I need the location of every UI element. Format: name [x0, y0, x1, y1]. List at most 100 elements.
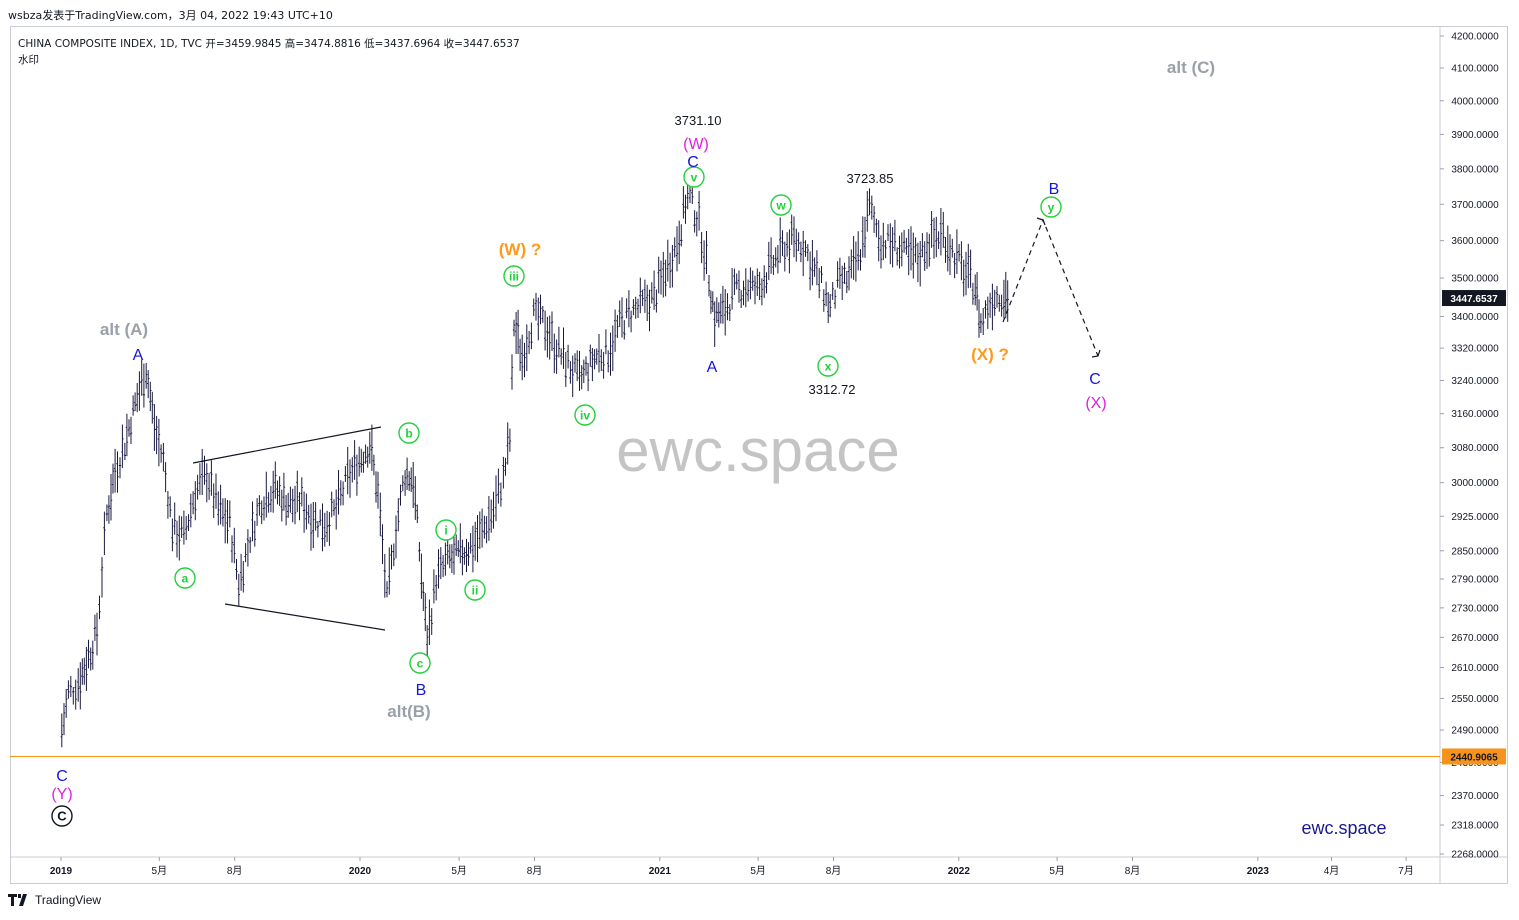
projection-path — [1002, 218, 1099, 357]
triangle-lower-line — [224, 603, 386, 631]
price-value-label: 3312.72 — [809, 382, 856, 397]
wave-label: w — [775, 199, 786, 213]
watermark-label: 水印 — [18, 54, 39, 66]
wave-label: alt (C) — [1167, 58, 1215, 77]
wave-label: v — [691, 171, 698, 185]
price-tick-label: 2730.0000 — [1451, 603, 1499, 614]
wave-label-circle — [817, 355, 839, 377]
time-tick-label: 2019 — [50, 866, 73, 877]
price-tick-label: 3700.0000 — [1451, 200, 1499, 211]
wave-label-circle — [464, 579, 486, 601]
price-tick-label: 3160.0000 — [1451, 409, 1499, 420]
support-price-tag: 2440.9065 — [1450, 752, 1498, 763]
wave-label: alt (A) — [100, 320, 148, 339]
price-tick-label: 3240.0000 — [1451, 376, 1499, 387]
wave-label: (Y) — [51, 786, 72, 803]
price-tick-label: 3320.0000 — [1451, 344, 1499, 355]
price-tick-label: 3600.0000 — [1451, 236, 1499, 247]
wave-label: B — [416, 682, 427, 699]
wave-label: C — [57, 809, 67, 824]
wave-label: y — [1048, 201, 1055, 215]
wave-label: c — [417, 657, 424, 671]
wave-label-circle — [435, 519, 457, 541]
last-price-tag-bg — [1442, 290, 1506, 307]
time-tick-label: 5月 — [750, 865, 766, 877]
price-tick-label: 2490.0000 — [1451, 726, 1499, 737]
wave-label: a — [182, 572, 189, 586]
price-tick-label: 3900.0000 — [1451, 130, 1499, 141]
time-tick-label: 5月 — [152, 865, 168, 877]
wave-label: A — [133, 347, 144, 364]
footer-brand[interactable]: TradingView — [8, 893, 101, 907]
time-tick-label: 2021 — [649, 866, 672, 877]
price-tick-label: 3000.0000 — [1451, 478, 1499, 489]
projection-arrow-1 — [1036, 217, 1046, 226]
triangle-upper-line — [192, 426, 382, 464]
brand-text: ewc.space — [1301, 818, 1386, 838]
tradingview-logo-icon — [8, 894, 30, 906]
wave-label: C — [687, 154, 699, 171]
wave-label-circle — [398, 422, 420, 444]
wave-label: (W) — [683, 136, 709, 153]
price-tick-label: 3080.0000 — [1451, 443, 1499, 454]
wave-label: b — [405, 427, 412, 441]
time-tick-label: 8月 — [826, 865, 842, 877]
wave-label-circle — [409, 652, 431, 674]
footer-brand-text: TradingView — [35, 893, 102, 907]
axes: 4200.0000 4100.0000 4000.0000 3900.0000 3800… — [10, 26, 1508, 884]
support-price-tag-bg — [1442, 748, 1506, 765]
wave-label-circle — [51, 805, 73, 827]
time-tick-label: 8月 — [1125, 865, 1141, 877]
price-tick-label: 2850.0000 — [1451, 546, 1499, 557]
price-tick-label: 4000.0000 — [1451, 96, 1499, 107]
time-tick-label: 4月 — [1324, 865, 1340, 877]
wave-label: i — [444, 524, 447, 538]
price-tick-label: 2670.0000 — [1451, 633, 1499, 644]
wave-label: iii — [509, 270, 519, 284]
time-tick-label: 2022 — [948, 866, 971, 877]
time-tick-label: 2023 — [1247, 866, 1270, 877]
price-tick-label: 2370.0000 — [1451, 791, 1499, 802]
price-tick-label: 3800.0000 — [1451, 164, 1499, 175]
price-tick-label: 2318.0000 — [1451, 821, 1499, 832]
price-value-label: 3731.10 — [675, 113, 722, 128]
time-tick-label: 5月 — [451, 865, 467, 877]
projection-arrow-2 — [1091, 349, 1101, 358]
symbol-ohlc-legend[interactable]: CHINA COMPOSITE INDEX, 1D, TVC 开=3459.98… — [18, 38, 520, 50]
last-price-tag: 3447.6537 — [1450, 294, 1498, 305]
time-tick-label: 5月 — [1049, 865, 1065, 877]
wave-label: (X) ? — [971, 345, 1009, 364]
time-tick-label: 7月 — [1398, 865, 1414, 877]
wave-label: (W) ? — [499, 240, 541, 259]
time-tick-label: 8月 — [527, 865, 543, 877]
publish-info: wsbza发表于TradingView.com，3月 04, 2022 19:4… — [8, 9, 333, 22]
watermark-text: ewc.space — [616, 417, 899, 484]
wave-label-circle — [174, 567, 196, 589]
price-tick-label: 2790.0000 — [1451, 575, 1499, 586]
wave-label: x — [825, 360, 832, 374]
wave-label-circle — [770, 194, 792, 216]
wave-label-circle — [1040, 196, 1062, 218]
wave-label: C — [1089, 371, 1101, 388]
chart-frame — [10, 26, 1508, 884]
candle-series — [60, 172, 1009, 748]
wave-label: A — [707, 359, 718, 376]
price-tick-label: 2925.0000 — [1451, 512, 1499, 523]
wave-label: C — [56, 768, 68, 785]
price-tick-label: 4100.0000 — [1451, 63, 1499, 74]
wave-label: iv — [580, 409, 590, 423]
price-tick-label: 4200.0000 — [1451, 32, 1499, 43]
annotations: ewc.space 3447.6537 2440.9065 3731.10 3723.8… — [10, 113, 1506, 765]
wave-label-circle — [503, 265, 525, 287]
wave-label: (X) — [1085, 395, 1106, 412]
price-tick-label: 2610.0000 — [1451, 663, 1499, 674]
wave-label: B — [1049, 181, 1060, 198]
wave-label-circle — [683, 166, 705, 188]
price-tick-label: 3500.0000 — [1451, 274, 1499, 285]
wave-label-circle — [574, 404, 596, 426]
time-tick-label: 2020 — [349, 866, 372, 877]
price-value-label: 3723.85 — [847, 171, 894, 186]
price-tick-label: 3400.0000 — [1451, 312, 1499, 323]
